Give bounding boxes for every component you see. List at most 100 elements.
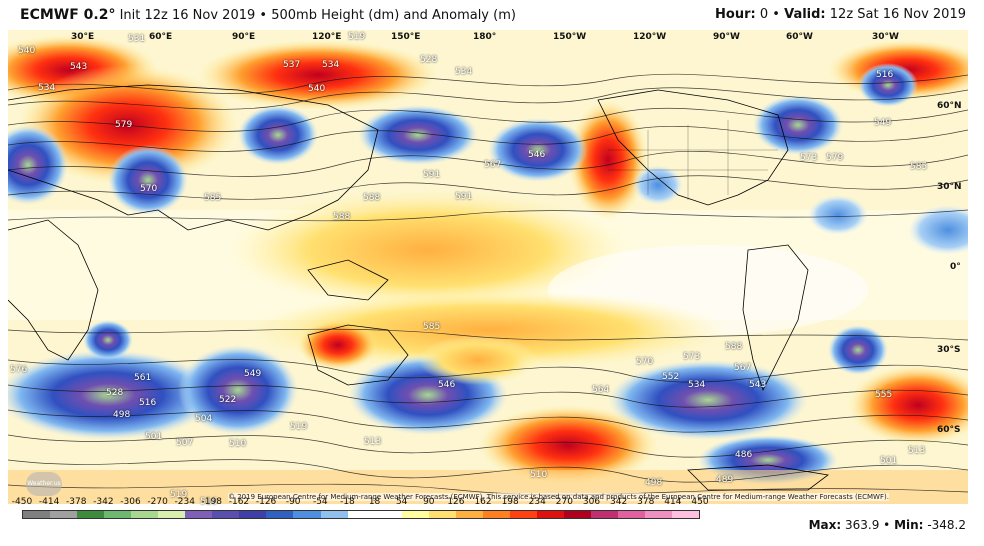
lat-label: 60°S	[937, 425, 961, 435]
colorbar-swatch	[185, 511, 213, 518]
lat-label: 30°S	[937, 345, 961, 355]
contour-label: 510	[229, 439, 247, 449]
sep: •	[883, 518, 891, 532]
hour-value: 0	[759, 7, 769, 22]
sep: •	[772, 7, 780, 22]
lon-label: 90°E	[232, 32, 256, 42]
valid-time: Hour: 0 • Valid: 12z Sat 16 Nov 2019	[715, 7, 966, 22]
contour-label: 567	[484, 160, 502, 170]
max-label: Max:	[808, 518, 842, 532]
lon-label: 60°W	[786, 32, 813, 42]
field-name: 500mb Height (dm) and Anomaly (m)	[271, 8, 516, 23]
colorbar-swatch	[645, 511, 673, 518]
colorbar-ticks: -450 -414 -378 -342 -306 -270 -234 -198 -162 -126…	[12, 497, 709, 531]
colorbar: -450 -414 -378 -342 -306 -270 -234 -198 -162 -126…	[12, 497, 709, 534]
contour-label: 570	[140, 184, 158, 194]
contour-label: 507	[176, 438, 194, 448]
contour-label: 516	[139, 398, 157, 408]
colorbar-swatch	[50, 511, 78, 518]
colorbar-tick: 126	[447, 497, 465, 507]
contour-label: 540	[308, 84, 326, 94]
contour-label: 519	[290, 422, 308, 432]
lat-label: 30°N	[937, 182, 962, 192]
contour-label: 549	[874, 118, 892, 128]
contour-label: 537	[283, 60, 301, 70]
contour-label: 543	[70, 62, 88, 72]
colorbar-tick: 162	[474, 497, 492, 507]
contour-label: 579	[115, 120, 133, 130]
contour-label: 588	[333, 212, 351, 222]
colorbar-swatch	[428, 511, 456, 518]
contour-label: 534	[322, 60, 340, 70]
lon-label: 120°E	[312, 32, 342, 42]
colorbar-tick: -90	[285, 497, 301, 507]
contour-label: 585	[910, 162, 928, 172]
contour-label: 591	[423, 170, 441, 180]
colorbar-tick: 414	[664, 497, 682, 507]
lat-label: 60°N	[937, 101, 962, 111]
contour-label: 510	[530, 470, 548, 480]
contour-label: 534	[455, 67, 473, 77]
lat-label: 0°	[950, 262, 961, 272]
colorbar-swatch	[590, 511, 619, 518]
model-mark: °	[108, 7, 116, 23]
contour-label: 555	[875, 390, 893, 400]
colorbar-tick: -162	[228, 497, 250, 507]
contour-label: 585	[204, 193, 222, 203]
contour-label: 588	[363, 193, 381, 203]
colorbar-tick: 18	[368, 497, 381, 507]
colorbar-tick: 198	[501, 497, 519, 507]
init-time: Init 12z 16 Nov 2019	[119, 8, 256, 23]
colorbar-swatch	[672, 511, 700, 518]
lon-label: 90°W	[713, 32, 740, 42]
colorbar-swatch	[23, 511, 51, 518]
contour-label: 528	[106, 388, 124, 398]
colorbar-tick: -234	[174, 497, 195, 507]
contour-label: 519	[348, 32, 366, 42]
contour-label: 543	[749, 380, 767, 390]
colorbar-tick: 342	[610, 497, 628, 507]
lon-label: 30°E	[71, 32, 95, 42]
title: ECMWF 0.2° Init 12z 16 Nov 2019 • 500mb …	[20, 7, 516, 23]
contour-label: 567	[734, 363, 752, 373]
contour-label: 528	[420, 55, 438, 65]
contour-label: 570	[636, 357, 654, 367]
contour-label: 498	[113, 410, 131, 420]
sep: •	[259, 8, 268, 23]
contour-label: 561	[134, 373, 152, 383]
colorbar-swatch	[239, 511, 267, 518]
colorbar-swatch	[266, 511, 294, 518]
contour-label: 516	[200, 497, 218, 507]
contour-label: 504	[195, 414, 213, 424]
lon-label: 60°E	[149, 32, 173, 42]
colorbar-swatch	[293, 511, 321, 518]
hour-label: Hour:	[715, 7, 756, 22]
colorbar-tick: -18	[340, 497, 355, 507]
colorbar-swatch	[536, 511, 564, 518]
valid-label: Valid:	[784, 7, 826, 22]
colorbar-tick: -414	[38, 497, 60, 507]
max-value: 363.9	[844, 518, 880, 532]
contour-label: 549	[244, 369, 262, 379]
contour-label: 588	[725, 342, 743, 352]
contour-label: 579	[826, 153, 844, 163]
colorbar-tick: -270	[147, 497, 168, 507]
contour-label: 552	[662, 372, 680, 382]
colorbar-swatch	[131, 511, 159, 518]
contour-label: 591	[455, 192, 473, 202]
colorbar-tick: 234	[528, 497, 546, 507]
colorbar-tick: 306	[582, 497, 601, 507]
colorbar-tick: 378	[637, 497, 655, 507]
colorbar-tick: -450	[11, 497, 33, 507]
colorbar-swatch	[212, 511, 240, 518]
colorbar-tick: -126	[255, 497, 277, 507]
contour-label: 489	[716, 475, 734, 485]
colorbar-swatch	[482, 511, 510, 518]
contour-label: 534	[688, 380, 706, 390]
lon-label: 180°	[473, 32, 497, 42]
weather-logo: Weather.us	[26, 472, 62, 496]
contour-label: 513	[364, 437, 382, 447]
contour-label: 546	[528, 150, 546, 160]
colorbar-swatch	[618, 511, 646, 518]
colorbar-tick: -198	[201, 497, 223, 507]
